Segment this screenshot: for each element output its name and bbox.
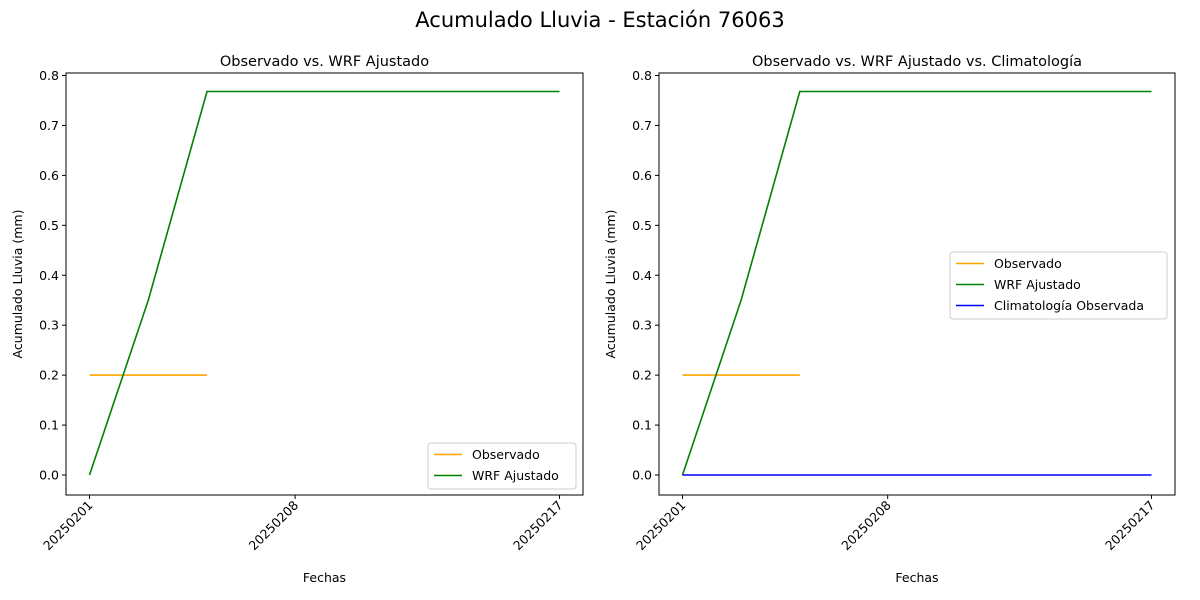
y-tick-label: 0.3 bbox=[632, 318, 652, 333]
x-tick-label: 20250201 bbox=[633, 498, 689, 554]
y-tick-label: 0.7 bbox=[39, 118, 59, 133]
y-tick-label: 0.8 bbox=[39, 68, 59, 83]
x-axis-label: Fechas bbox=[303, 570, 346, 585]
legend-label: WRF Ajustado bbox=[994, 277, 1081, 292]
y-tick-label: 0.2 bbox=[39, 368, 59, 383]
y-tick-label: 0.6 bbox=[39, 168, 59, 183]
y-tick-label: 0.1 bbox=[632, 418, 652, 433]
x-tick-label: 20250208 bbox=[246, 497, 302, 553]
panel-title: Observado vs. WRF Ajustado bbox=[220, 54, 429, 70]
y-tick-label: 0.0 bbox=[632, 468, 652, 483]
y-tick-label: 0.4 bbox=[39, 268, 59, 283]
x-tick-label: 20250201 bbox=[40, 498, 96, 554]
y-tick-label: 0.1 bbox=[39, 418, 59, 433]
plot-area-frame bbox=[658, 72, 1176, 496]
legend-label: Observado bbox=[472, 447, 540, 462]
y-axis-label: Acumulado Lluvia (mm) bbox=[603, 210, 618, 359]
y-tick-label: 0.8 bbox=[632, 68, 652, 83]
x-tick-label: 20250217 bbox=[1102, 498, 1158, 554]
series-line bbox=[681, 90, 1152, 476]
x-tick-label: 20250217 bbox=[510, 498, 566, 554]
legend-box bbox=[949, 251, 1168, 320]
legend-label: WRF Ajustado bbox=[472, 468, 559, 483]
x-axis-label: Fechas bbox=[895, 570, 938, 585]
y-tick-label: 0.7 bbox=[632, 118, 652, 133]
figure-title: Acumulado Lluvia - Estación 76063 bbox=[415, 8, 785, 32]
legend: Observado WRF Ajustado Climatología Observ… bbox=[949, 251, 1168, 320]
legend-label: Climatología Observada bbox=[994, 298, 1144, 313]
x-tick-label: 20250208 bbox=[838, 497, 894, 553]
y-tick-label: 0.3 bbox=[39, 318, 59, 333]
y-tick-label: 0.4 bbox=[632, 268, 652, 283]
y-tick-label: 0.6 bbox=[632, 168, 652, 183]
y-tick-label: 0.0 bbox=[39, 468, 59, 483]
plot-area-frame bbox=[65, 72, 584, 496]
legend-label: Observado bbox=[994, 256, 1062, 271]
y-tick-label: 0.5 bbox=[39, 218, 59, 233]
legend-box bbox=[427, 442, 577, 490]
y-tick-label: 0.2 bbox=[632, 368, 652, 383]
panel-title: Observado vs. WRF Ajustado vs. Climatolo… bbox=[752, 54, 1082, 70]
legend: Observado WRF Ajustado bbox=[427, 442, 577, 490]
y-axis-label: Acumulado Lluvia (mm) bbox=[10, 210, 25, 359]
series-line bbox=[88, 90, 560, 476]
chart-panel-1: Observado vs. WRF Ajustado 0.0 0.1 0.2 0.3 0.… bbox=[10, 54, 584, 585]
y-tick-label: 0.5 bbox=[632, 218, 652, 233]
chart-panel-2: Observado vs. WRF Ajustado vs. Climatolo… bbox=[603, 54, 1176, 585]
